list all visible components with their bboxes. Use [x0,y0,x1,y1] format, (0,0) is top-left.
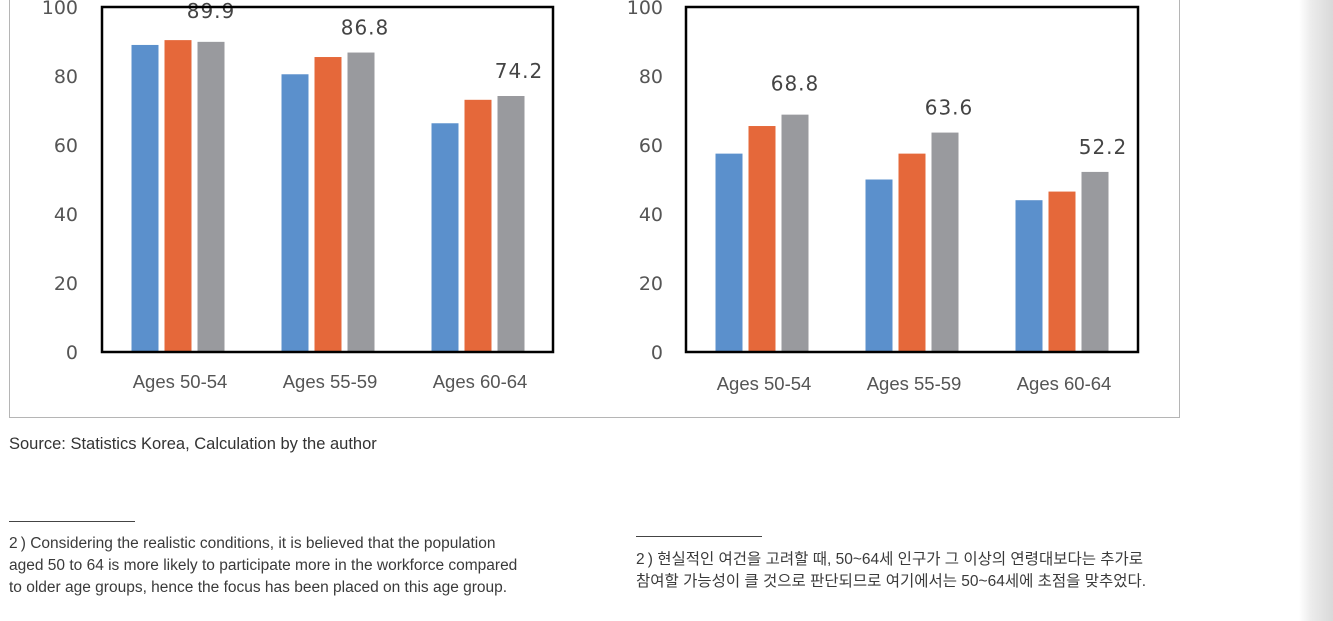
plot-area-border [684,5,1140,354]
category-label: Ages 55-59 [283,371,378,392]
y-tick-label: 80 [639,66,663,88]
y-tick-label: 0 [66,342,78,364]
source-note: Source: Statistics Korea, Calculation by… [9,435,377,453]
category-label: Ages 50-54 [717,373,812,394]
footnote-korean: 2 ) 현실적인 여건을 고려할 때, 50~64세 인구가 그 이상의 연령대… [636,549,1146,593]
bar-1 [1015,200,1043,352]
category-label: Ages 60-64 [1017,373,1112,394]
y-tick-label: 60 [54,135,78,157]
data-label: 89.9 [187,0,236,23]
data-label: 74.2 [495,59,544,83]
y-tick-label: 100 [42,0,78,19]
category-label: Ages 50-54 [133,371,228,392]
chart-left: 0 20 40 60 80 100 89.9 Ages 50-54 86.8 Ages 55-59… [42,0,555,392]
footnote-ko-line: 2 ) 현실적인 여건을 고려할 때, 50~64세 인구가 그 이상의 연령대… [636,551,1144,568]
bar-2 [164,40,192,353]
category-label: Ages 55-59 [867,373,962,394]
bar-3 [347,52,375,352]
category-label: Ages 60-64 [433,371,528,392]
footnote-english: 2 ) Considering the realistic conditions… [9,533,517,599]
bar-1 [865,179,893,352]
y-tick-label: 20 [54,273,78,295]
y-tick-label: 80 [54,66,78,88]
bar-2 [314,57,342,353]
bar-2 [464,99,492,353]
bar-1 [715,153,743,352]
page-edge-shadow [1299,0,1333,621]
bar-3 [1081,171,1109,352]
bar-2 [898,153,926,352]
bar-3 [781,114,809,352]
y-tick-label: 60 [639,135,663,157]
bar-1 [431,123,459,352]
bar-2 [748,126,776,353]
bar-3 [497,96,525,352]
y-tick-label: 100 [627,0,663,19]
bar-1 [131,44,159,352]
y-tick-label: 0 [651,342,663,364]
y-tick-label: 20 [639,273,663,295]
footnote-en-line: aged 50 to 64 is more likely to particip… [9,557,518,574]
footnote-ko-line: 참여할 가능성이 클 것으로 판단되므로 여기에서는 50~64세에 초점을 맞… [636,573,1147,590]
data-label: 68.8 [771,72,820,96]
bar-1 [281,74,309,353]
y-tick-label: 40 [639,204,663,226]
bar-3 [197,41,225,352]
bar-2 [1048,191,1076,352]
data-label: 86.8 [341,16,390,40]
plot-area-border [100,5,555,354]
data-label: 52.2 [1079,135,1128,159]
bar-3 [931,132,959,352]
footnote-rule-right [636,536,762,537]
footnote-en-line: to older age groups, hence the focus has… [9,579,508,596]
footnote-en-line: 2 ) Considering the realistic conditions… [9,535,496,552]
data-label: 63.6 [925,96,974,120]
chart-right: 0 20 40 60 80 100 68.8 Ages 50-54 63.6 Ages 55-59… [627,0,1140,394]
y-tick-label: 40 [54,204,78,226]
footnote-rule-left [9,521,135,522]
